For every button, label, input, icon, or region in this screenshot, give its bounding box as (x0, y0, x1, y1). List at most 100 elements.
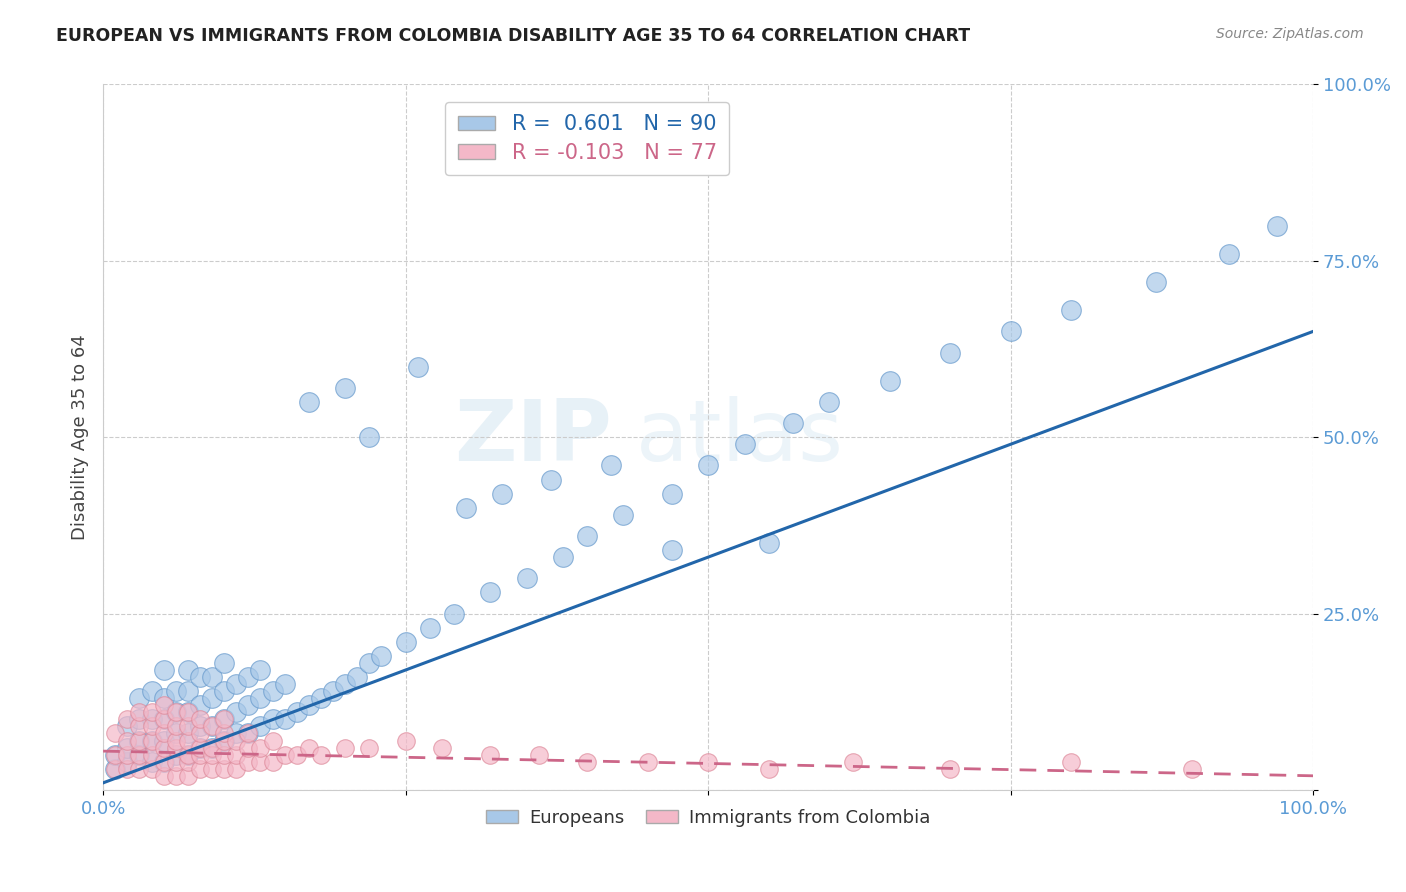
Point (842, 755, 865, 769)
Point (201, 740, 224, 755)
Point (225, 747, 247, 762)
Point (117, 740, 139, 755)
Point (177, 733, 200, 747)
Point (479, 585, 502, 599)
Point (262, 684, 284, 698)
Point (273, 712, 295, 726)
Point (395, 634, 418, 648)
Point (201, 670, 224, 684)
Text: Source: ZipAtlas.com: Source: ZipAtlas.com (1216, 27, 1364, 41)
Point (152, 755, 174, 769)
Point (201, 762, 224, 776)
Point (576, 755, 599, 769)
Point (117, 719, 139, 733)
Point (225, 733, 247, 747)
Point (188, 670, 211, 684)
Point (443, 607, 465, 621)
Point (141, 706, 163, 720)
Point (1218, 246, 1240, 260)
Point (359, 740, 381, 755)
Point (612, 508, 634, 522)
Point (238, 755, 260, 769)
Point (188, 740, 211, 755)
Point (395, 733, 418, 747)
Point (359, 430, 381, 444)
Point (527, 747, 550, 762)
Point (333, 740, 356, 755)
Point (734, 437, 756, 451)
Legend: Europeans, Immigrants from Colombia: Europeans, Immigrants from Colombia (478, 801, 938, 834)
Point (697, 458, 720, 473)
Point (697, 755, 720, 769)
Point (939, 762, 962, 776)
Point (152, 663, 174, 677)
Point (309, 747, 332, 762)
Point (212, 726, 235, 740)
Point (225, 762, 247, 776)
Point (152, 755, 174, 769)
Point (201, 719, 224, 733)
Point (128, 747, 150, 762)
Point (117, 755, 139, 769)
Point (117, 762, 139, 776)
Point (1060, 755, 1083, 769)
Point (225, 706, 247, 720)
Point (128, 762, 150, 776)
Point (273, 677, 295, 691)
Point (141, 712, 163, 726)
Point (322, 684, 344, 698)
Point (165, 747, 187, 762)
Point (201, 691, 224, 706)
Point (600, 458, 623, 473)
Point (262, 755, 284, 769)
Point (128, 712, 150, 726)
Point (298, 395, 321, 409)
Point (141, 733, 163, 747)
Point (346, 670, 368, 684)
Point (298, 740, 321, 755)
Point (273, 747, 295, 762)
Point (661, 486, 683, 500)
Point (758, 762, 780, 776)
Point (152, 712, 174, 726)
Point (128, 747, 150, 762)
Point (141, 762, 163, 776)
Point (359, 656, 381, 670)
Point (430, 740, 453, 755)
Point (152, 740, 174, 755)
Point (141, 719, 163, 733)
Point (165, 726, 187, 740)
Point (165, 755, 187, 769)
Point (177, 684, 200, 698)
Point (262, 733, 284, 747)
Point (165, 769, 187, 783)
Point (1181, 762, 1204, 776)
Point (540, 473, 562, 487)
Point (879, 374, 901, 388)
Y-axis label: Disability Age 35 to 64: Disability Age 35 to 64 (72, 334, 89, 540)
Point (225, 677, 247, 691)
Point (128, 719, 150, 733)
Point (128, 691, 150, 706)
Point (188, 762, 211, 776)
Point (141, 747, 163, 762)
Point (212, 684, 235, 698)
Point (1060, 303, 1083, 318)
Point (177, 747, 200, 762)
Text: EUROPEAN VS IMMIGRANTS FROM COLOMBIA DISABILITY AGE 35 TO 64 CORRELATION CHART: EUROPEAN VS IMMIGRANTS FROM COLOMBIA DIS… (56, 27, 970, 45)
Point (128, 733, 150, 747)
Point (128, 706, 150, 720)
Point (141, 733, 163, 747)
Point (117, 747, 139, 762)
Point (165, 706, 187, 720)
Point (177, 706, 200, 720)
Point (333, 677, 356, 691)
Point (576, 529, 599, 543)
Point (117, 712, 139, 726)
Point (104, 726, 127, 740)
Point (370, 648, 392, 663)
Point (637, 755, 659, 769)
Text: atlas: atlas (636, 396, 844, 479)
Point (758, 536, 780, 550)
Point (141, 755, 163, 769)
